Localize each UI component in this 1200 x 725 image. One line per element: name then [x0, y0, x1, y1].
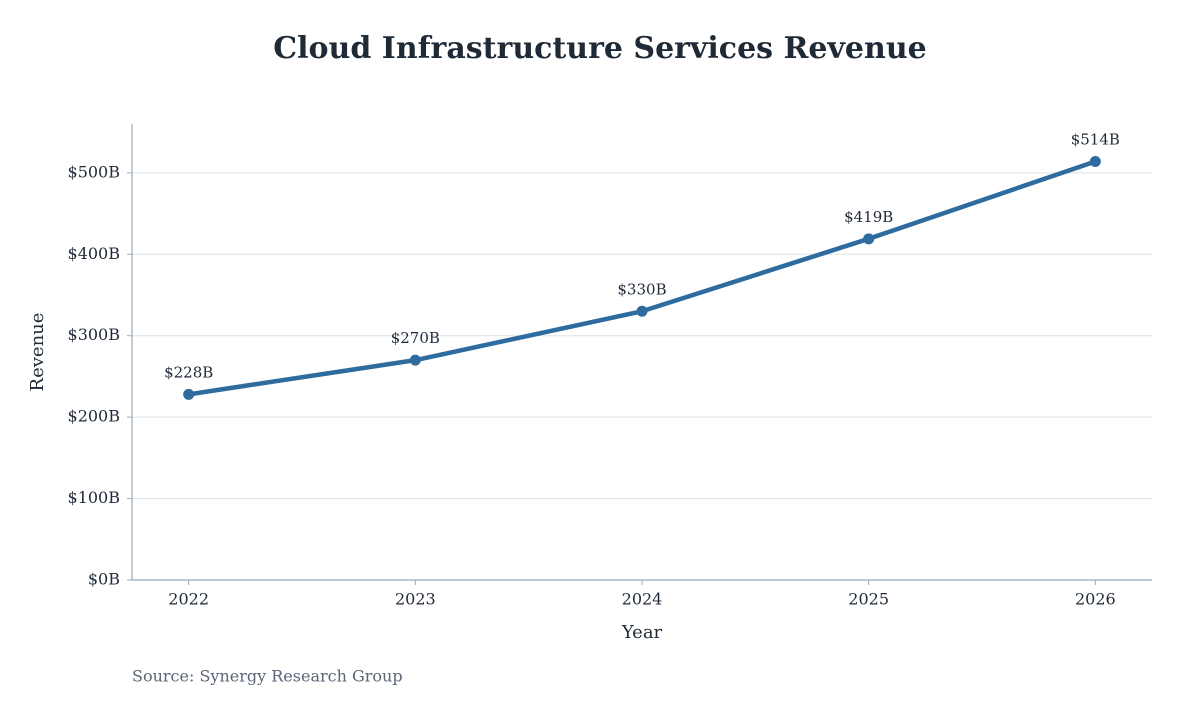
- y-tick-label: $100B: [68, 488, 120, 507]
- chart-title: Cloud Infrastructure Services Revenue: [273, 31, 926, 66]
- x-tick-label: 2026: [1075, 590, 1116, 609]
- y-tick-label: $500B: [68, 162, 120, 181]
- y-tick-label: $400B: [68, 244, 120, 263]
- x-tick-label: 2025: [848, 590, 889, 609]
- marker: [863, 233, 875, 245]
- data-label: $419B: [844, 208, 893, 226]
- x-tick-label: 2022: [168, 590, 209, 609]
- data-label: $514B: [1071, 130, 1120, 148]
- marker: [1089, 155, 1101, 167]
- marker: [409, 354, 421, 366]
- x-tick-label: 2024: [622, 590, 663, 609]
- data-label: $270B: [391, 329, 440, 347]
- y-tick-label: $300B: [68, 325, 120, 344]
- source-note: Source: Synergy Research Group: [132, 667, 403, 686]
- y-tick-label: $200B: [68, 407, 120, 426]
- x-tick-label: 2023: [395, 590, 436, 609]
- marker: [636, 305, 648, 317]
- x-axis-label: Year: [621, 622, 663, 643]
- data-label: $228B: [164, 363, 213, 381]
- data-label: $330B: [617, 280, 666, 298]
- y-tick-label: $0B: [88, 570, 120, 589]
- y-axis-label: Revenue: [27, 313, 48, 392]
- line: [188, 159, 1097, 397]
- marker: [183, 388, 195, 400]
